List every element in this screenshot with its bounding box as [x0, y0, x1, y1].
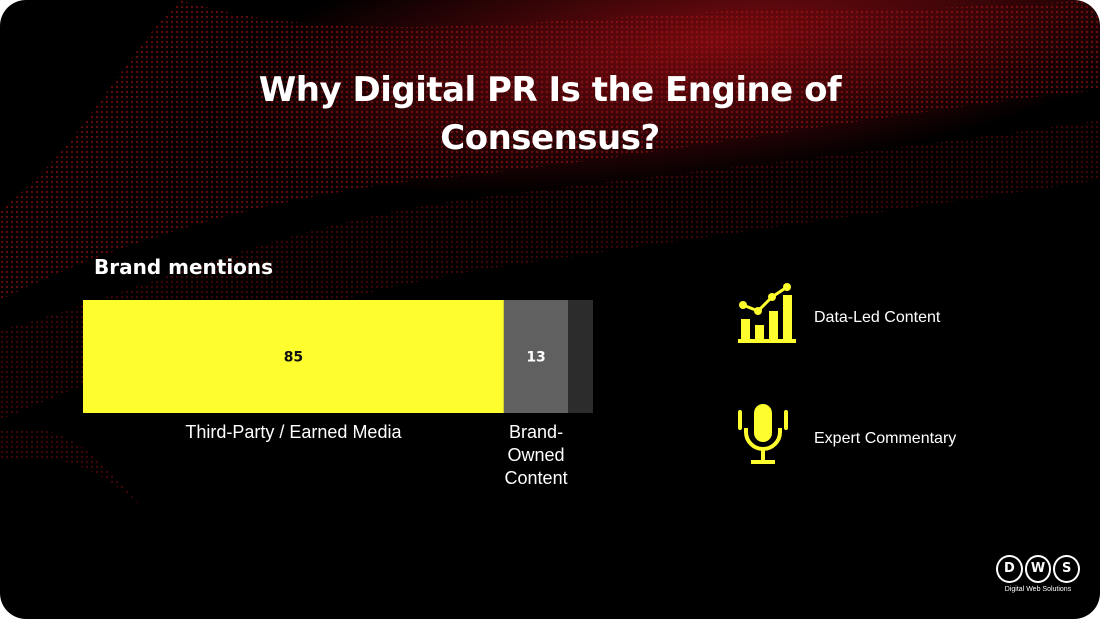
bar-segment	[83, 300, 504, 413]
feature-data-led-content: Data-Led Content	[734, 281, 940, 355]
bar-segment	[568, 300, 593, 413]
data-label: 85	[284, 350, 303, 366]
microphone-icon	[734, 402, 808, 476]
feature-expert-commentary: Expert Commentary	[734, 402, 956, 476]
chart-title: Brand mentions	[94, 255, 274, 279]
feature-label: Data-Led Content	[814, 309, 941, 326]
data-label: 13	[526, 350, 545, 366]
growth-chart-icon	[734, 281, 808, 355]
page-title: Why Digital PR Is the Engine of Consensu…	[258, 70, 842, 158]
logo-letter: D	[996, 555, 1023, 583]
bar-segment	[503, 300, 569, 413]
logo-letter: S	[1053, 555, 1081, 583]
feature-label: Expert Commentary	[814, 430, 957, 447]
logo-subtitle: Digital Web Solutions	[1004, 586, 1072, 593]
category-label: Brand-Owned Content	[505, 422, 568, 488]
dws-logo: D W S Digital Web Solutions	[996, 555, 1081, 597]
category-label: Third-Party / Earned Media	[185, 422, 402, 442]
logo-letter: W	[1024, 555, 1052, 583]
